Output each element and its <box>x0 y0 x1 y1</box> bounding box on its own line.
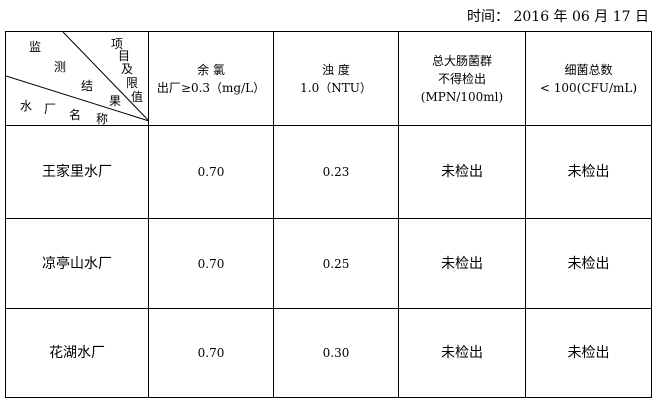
water-quality-table: 监 测 结 果 项 目 及 限 值 水 厂 名 称 余 氯出厂≥0.3（mg/L… <box>5 31 652 398</box>
corner-text: 限 <box>126 76 139 90</box>
corner-text: 称 <box>96 112 109 126</box>
value-cell: 未检出 <box>398 218 526 309</box>
corner-text: 水 <box>20 99 33 113</box>
corner-header-cell: 监 测 结 果 项 目 及 限 值 水 厂 名 称 <box>5 31 149 126</box>
corner-text: 名 <box>69 108 82 122</box>
corner-text: 监 <box>29 40 42 54</box>
corner-text: 厂 <box>44 102 57 116</box>
header-row: 监 测 结 果 项 目 及 限 值 水 厂 名 称 余 氯出厂≥0.3（mg/L… <box>5 31 652 126</box>
header-coliform: 总大肠菌群 不得检出 (MPN/100ml) <box>398 31 526 126</box>
corner-text: 项 <box>111 37 124 51</box>
value-cell: 0.23 <box>273 125 399 219</box>
plant-name: 王家里水厂 <box>5 125 149 219</box>
corner-text: 结 <box>81 79 94 93</box>
value-cell: 0.30 <box>273 308 399 398</box>
corner-text: 果 <box>109 94 122 108</box>
value-cell: 0.70 <box>148 218 274 309</box>
date-label: 时间： 2016 年 06 月 17 日 <box>467 9 649 25</box>
plant-name: 凉亭山水厂 <box>5 218 149 309</box>
table-row: 凉亭山水厂 0.70 0.25 未检出 未检出 <box>5 218 652 309</box>
corner-text: 值 <box>131 90 144 104</box>
value-cell: 未检出 <box>398 125 526 219</box>
value-cell: 未检出 <box>525 125 652 219</box>
corner-text: 目 <box>118 49 131 63</box>
value-cell: 0.70 <box>148 125 274 219</box>
value-cell: 未检出 <box>525 218 652 309</box>
value-cell: 0.70 <box>148 308 274 398</box>
table-row: 王家里水厂 0.70 0.23 未检出 未检出 <box>5 125 652 219</box>
table-row: 花湖水厂 0.70 0.30 未检出 未检出 <box>5 308 652 398</box>
diagonal-lines <box>6 32 149 122</box>
value-cell: 0.25 <box>273 218 399 309</box>
value-cell: 未检出 <box>398 308 526 398</box>
header-bacteria: 细菌总数 < 100(CFU/mL) <box>525 31 652 126</box>
corner-text: 及 <box>121 62 134 76</box>
plant-name: 花湖水厂 <box>5 308 149 398</box>
header-chlorine: 余 氯出厂≥0.3（mg/L） <box>148 31 274 126</box>
corner-text: 测 <box>54 60 67 74</box>
value-cell: 未检出 <box>525 308 652 398</box>
header-turbidity: 浊 度 1.0（NTU） <box>273 31 399 126</box>
